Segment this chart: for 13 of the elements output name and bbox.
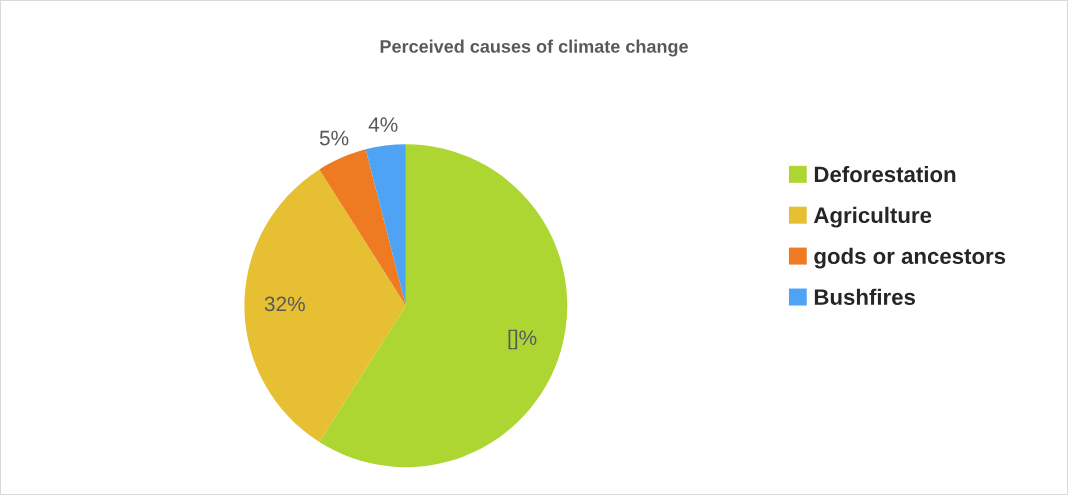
data-label: 32%: [264, 296, 305, 312]
pie-slice: [319, 144, 568, 468]
legend-label: Bushfires: [814, 288, 915, 305]
data-label: []%: [508, 329, 537, 350]
pie-slice: [319, 149, 406, 306]
legend-label: Agriculture: [813, 206, 932, 228]
data-label: 5%: [319, 130, 349, 146]
pie-slice: [365, 144, 406, 306]
legend-label: gods or ancestors: [814, 247, 1006, 269]
pie-slice: [244, 169, 406, 442]
legend-label: Deforestation: [814, 165, 956, 183]
chart-title: Perceived causes of climate change: [380, 39, 688, 57]
data-label: 4%: [368, 117, 398, 132]
